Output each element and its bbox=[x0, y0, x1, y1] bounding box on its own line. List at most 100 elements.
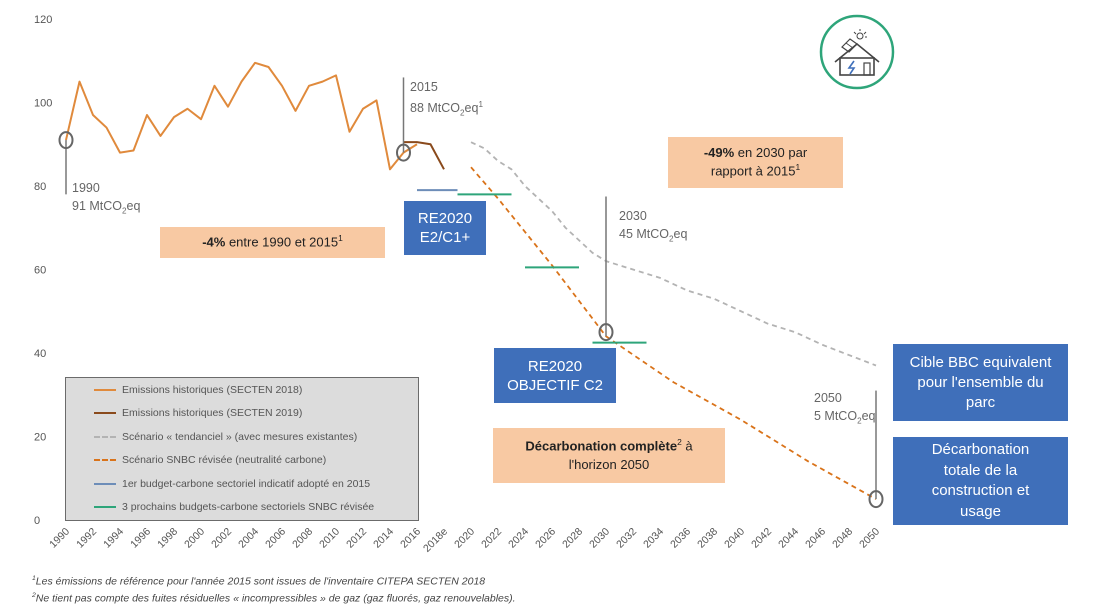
re2020-c2-line2: OBJECTIF C2 bbox=[507, 376, 603, 394]
x-tick-label: 2042 bbox=[749, 526, 774, 551]
decarb-totale-line3: construction et bbox=[931, 482, 1030, 499]
highlight-circle bbox=[868, 490, 884, 509]
callout-2050: 2050 5 MtCO2eq bbox=[814, 389, 875, 431]
callout-1990: 1990 91 MtCO2eq bbox=[72, 179, 140, 221]
legend-item: 3 prochains budgets-carbone sectoriels S… bbox=[66, 496, 418, 520]
legend-label: Emissions historiques (SECTEN 2019) bbox=[122, 407, 303, 420]
callout-2015-sup: 1 bbox=[478, 100, 483, 109]
callout-2030: 2030 45 MtCO2eq bbox=[619, 207, 687, 249]
callout-2050-unit: eq bbox=[861, 409, 876, 423]
callout-1990-unit: eq bbox=[126, 199, 141, 213]
callout-2030-value: 45 MtCO2eq bbox=[619, 225, 687, 249]
callout-1990-text: 91 MtCO bbox=[72, 199, 123, 213]
re2020-c1-line2: E2/C1+ bbox=[419, 229, 471, 246]
y-axis-ticks: 0 20 40 60 80 100 120 bbox=[34, 14, 52, 527]
x-tick-label: 1992 bbox=[74, 526, 99, 551]
x-tick-label: 2034 bbox=[641, 526, 666, 551]
annotation-decarbonation-bold: Décarbonation complète bbox=[525, 438, 678, 454]
x-tick-label: 2016 bbox=[398, 526, 423, 551]
re2020-c2-box: RE2020 OBJECTIF C2 bbox=[494, 348, 616, 403]
y-tick-label: 20 bbox=[34, 432, 46, 444]
callout-2050-value: 5 MtCO2eq bbox=[814, 407, 875, 431]
callout-2015-value: 88 MtCO2eq1 bbox=[410, 96, 483, 123]
legend-label: Scénario « tendanciel » (avec mesures ex… bbox=[122, 430, 358, 443]
x-tick-label: 1996 bbox=[128, 526, 153, 551]
annotation-49-percent-sup: 1 bbox=[795, 162, 801, 173]
callout-2015-year: 2015 bbox=[410, 80, 438, 94]
callout-2050-year: 2050 bbox=[814, 391, 842, 405]
annotation-49-percent-line2: rapport à 20151 bbox=[704, 162, 807, 181]
x-tick-label: 1998 bbox=[155, 526, 180, 551]
x-tick-label: 2006 bbox=[263, 526, 288, 551]
highlight-circles bbox=[58, 131, 884, 509]
x-tick-label: 2018e bbox=[421, 526, 450, 555]
x-tick-label: 2010 bbox=[317, 526, 342, 551]
x-tick-label: 2040 bbox=[722, 526, 747, 551]
legend-swatch bbox=[94, 435, 116, 438]
footnotes: 1Les émissions de référence pour l'année… bbox=[32, 572, 516, 605]
x-tick-label: 2028 bbox=[560, 526, 585, 551]
re2020-c1-box: RE2020 E2/C1+ bbox=[404, 201, 486, 255]
legend-label: Scénario SNBC révisée (neutralité carbon… bbox=[122, 454, 327, 467]
annotation-decarbonation-line2: l'horizon 2050 bbox=[568, 456, 650, 472]
y-tick-label: 80 bbox=[34, 181, 46, 193]
annotation-4-percent-line: -4% entre 1990 et 20151 bbox=[202, 233, 343, 252]
cible-bbc-line1: Cible BBC equivalent bbox=[909, 353, 1052, 371]
decarb-totale-line4: usage bbox=[960, 502, 1001, 520]
x-tick-label: 2000 bbox=[182, 526, 207, 551]
annotation-4-percent-bold: -4% bbox=[202, 234, 226, 250]
x-tick-label: 2024 bbox=[506, 526, 531, 551]
x-axis-ticks: 1990 1992 1994 1996 1998 2000 2002 2004 2006 2008… bbox=[47, 526, 882, 555]
annotation-49-percent-line1: -49% en 2030 par bbox=[704, 144, 807, 162]
footnote-2-text: Ne tient pas compte des fuites résiduell… bbox=[35, 592, 516, 604]
callout-2030-year: 2030 bbox=[619, 209, 647, 223]
callout-2015-unit: eq bbox=[464, 101, 479, 116]
footnote-2-marker: 2 bbox=[32, 591, 36, 599]
decarb-totale-line1: Décarbonation bbox=[931, 441, 1030, 458]
house-solar-icon bbox=[819, 14, 895, 90]
x-tick-label: 2036 bbox=[668, 526, 693, 551]
highlight-circle bbox=[58, 131, 74, 150]
annotation-decarbonation-line1: Décarbonation complète2 à bbox=[525, 437, 692, 456]
cible-bbc-line2: pour l'ensemble du bbox=[917, 373, 1044, 391]
y-tick-label: 40 bbox=[34, 348, 46, 360]
callout-1990-value: 91 MtCO2eq bbox=[72, 197, 140, 221]
re2020-c2-line1: RE2020 bbox=[527, 357, 583, 375]
annotation-4-percent-text: entre 1990 et 2015 bbox=[225, 234, 339, 250]
x-tick-label: 2050 bbox=[857, 526, 882, 551]
annotation-4-percent: -4% entre 1990 et 20151 bbox=[160, 227, 385, 258]
cible-bbc-line3: parc bbox=[965, 393, 996, 411]
legend-swatch bbox=[94, 412, 116, 415]
decarb-totale-line2: totale de la bbox=[943, 461, 1018, 479]
x-tick-label: 2022 bbox=[479, 526, 504, 551]
legend-swatch bbox=[94, 506, 116, 509]
callout-1990-year: 1990 bbox=[72, 181, 100, 195]
series-line-1 bbox=[403, 141, 445, 170]
y-tick-label: 60 bbox=[34, 265, 46, 277]
legend-swatch bbox=[94, 388, 116, 391]
x-tick-label: 2038 bbox=[695, 526, 720, 551]
legend-swatch bbox=[94, 482, 116, 485]
annotation-49-percent-bold: -49% bbox=[703, 145, 735, 161]
footnote-2: 2Ne tient pas compte des fuites résiduel… bbox=[32, 589, 516, 606]
footnote-1: 1Les émissions de référence pour l'année… bbox=[32, 572, 516, 589]
annotation-49-percent: -49% en 2030 par rapport à 20151 bbox=[668, 137, 843, 188]
footnote-1-text: Les émissions de référence pour l'année … bbox=[35, 575, 486, 588]
cible-bbc-box: Cible BBC equivalent pour l'ensemble du pa… bbox=[893, 344, 1068, 421]
x-tick-label: 2020 bbox=[452, 526, 477, 551]
decarbonation-totale-box: Décarbonation totale de la construction et… bbox=[893, 437, 1068, 525]
annotation-decarbonation-sup: 2 bbox=[677, 437, 682, 448]
legend-item: Emissions historiques (SECTEN 2019) bbox=[66, 402, 418, 426]
x-tick-label: 2014 bbox=[371, 526, 396, 551]
legend-item: Scénario SNBC révisée (neutralité carbon… bbox=[66, 449, 418, 473]
series-line-0 bbox=[65, 61, 418, 171]
x-tick-label: 2044 bbox=[776, 526, 801, 551]
annotation-49-percent-text2: rapport à 2015 bbox=[710, 163, 796, 179]
series-line-3 bbox=[470, 166, 877, 500]
x-tick-label: 2032 bbox=[614, 526, 639, 551]
x-tick-label: 2046 bbox=[803, 526, 828, 551]
legend-item: 1er budget-carbone sectoriel indicatif a… bbox=[66, 472, 418, 496]
x-tick-label: 1994 bbox=[101, 526, 126, 551]
callout-lines bbox=[65, 77, 877, 500]
highlight-circle bbox=[598, 323, 614, 342]
